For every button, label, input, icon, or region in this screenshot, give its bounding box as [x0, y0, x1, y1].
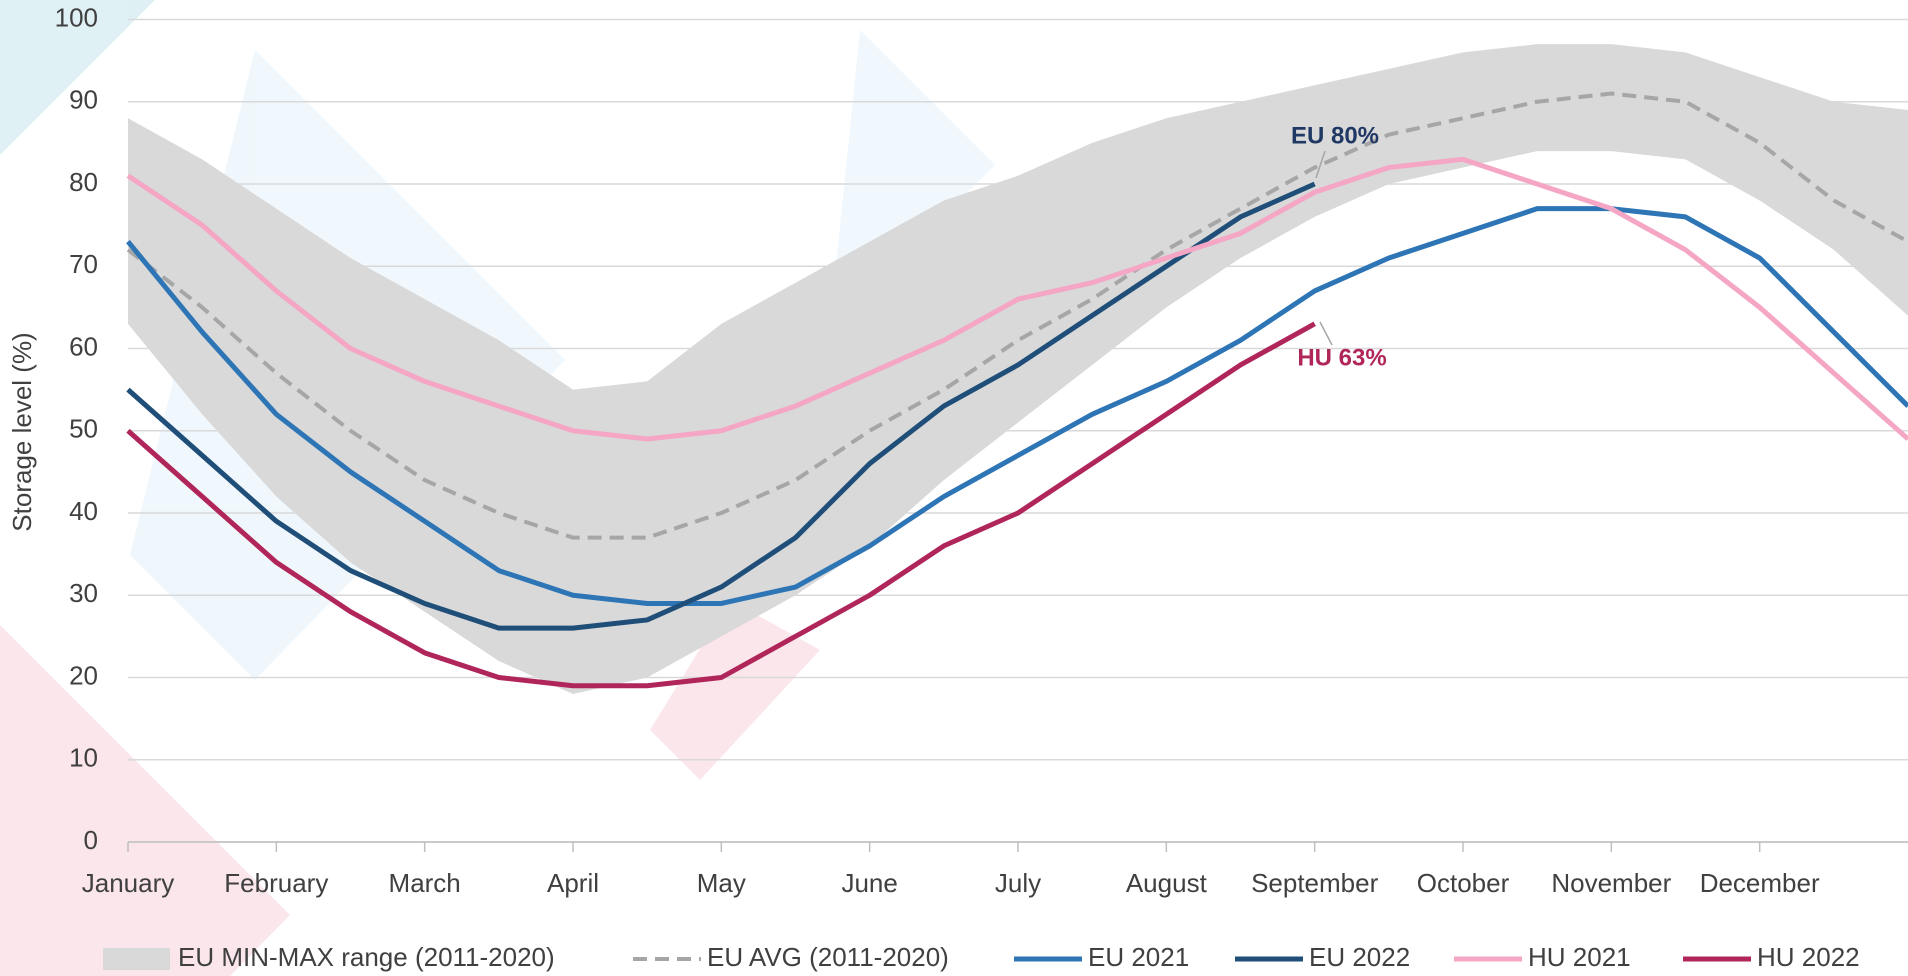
x-tick-label: September: [1251, 868, 1379, 898]
x-tick-label: July: [995, 868, 1041, 898]
legend-label: EU MIN-MAX range (2011-2020): [178, 942, 555, 972]
min-max-band: [128, 44, 1908, 694]
annotation-leader: [1315, 150, 1326, 179]
series-line: [126, 321, 1316, 689]
legend-label: HU 2021: [1528, 942, 1631, 972]
y-tick-label: 100: [55, 2, 98, 32]
legend-label: EU 2022: [1309, 942, 1410, 972]
series-line: [126, 156, 1908, 442]
legend-label: HU 2022: [1757, 942, 1860, 972]
y-tick-label: 60: [69, 331, 98, 361]
annotation-leader: [1319, 321, 1333, 346]
y-tick-label: 50: [69, 414, 98, 444]
y-tick-label: 10: [69, 743, 98, 773]
x-tick-label: June: [841, 868, 897, 898]
y-axis-label: Storage level (%): [7, 332, 37, 531]
x-tick-label: August: [1126, 868, 1208, 898]
y-tick-label: 80: [69, 167, 98, 197]
x-tick-label: December: [1700, 868, 1820, 898]
series-line: [126, 181, 1316, 631]
y-tick-label: 40: [69, 496, 98, 526]
legend-label: EU 2021: [1088, 942, 1189, 972]
x-tick-label: February: [224, 868, 328, 898]
annotation: EU 80%: [1291, 122, 1379, 149]
x-tick-label: April: [547, 868, 599, 898]
x-tick-label: May: [697, 868, 746, 898]
x-tick-label: October: [1417, 868, 1510, 898]
legend-label: EU AVG (2011-2020): [707, 942, 949, 972]
series-line: [126, 91, 1908, 540]
y-tick-label: 20: [69, 660, 98, 690]
y-tick-label: 70: [69, 249, 98, 279]
x-tick-label: March: [389, 868, 461, 898]
annotation: HU 63%: [1297, 344, 1386, 371]
y-tick-label: 0: [84, 825, 98, 855]
x-tick-label: January: [82, 868, 175, 898]
y-tick-label: 30: [69, 578, 98, 608]
legend-swatch: [103, 948, 170, 970]
y-tick-label: 90: [69, 85, 98, 115]
x-tick-label: November: [1551, 868, 1671, 898]
